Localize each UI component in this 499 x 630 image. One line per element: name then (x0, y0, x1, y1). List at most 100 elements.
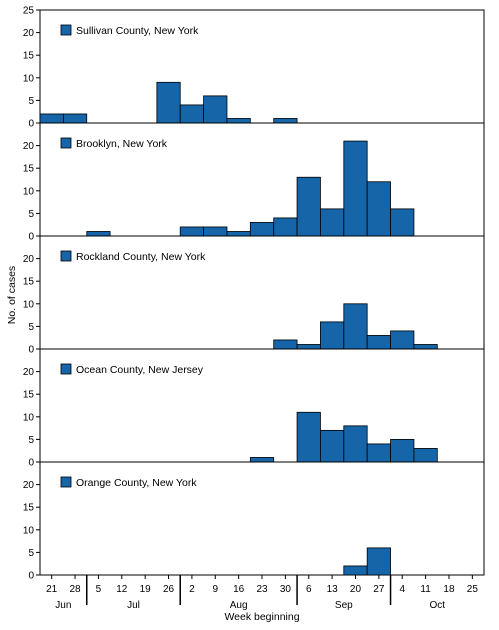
bar (273, 339, 298, 350)
bar (62, 113, 88, 124)
x-tick-label: 30 (280, 584, 292, 595)
y-tick-label: 15 (23, 503, 35, 514)
y-tick-label: 5 (28, 209, 34, 220)
bar (179, 226, 204, 237)
legend-swatch (60, 250, 72, 262)
bar (320, 429, 345, 463)
x-tick-label: 23 (256, 584, 268, 595)
y-tick-label: 20 (23, 480, 35, 491)
x-tick-label: 21 (46, 584, 58, 595)
x-tick-label: 28 (69, 584, 81, 595)
x-tick-label: 9 (212, 584, 218, 595)
bar (320, 208, 345, 237)
legend-swatch (60, 476, 72, 488)
bar (320, 321, 345, 350)
x-tick-label: 2 (189, 584, 195, 595)
legend-label: Ocean County, New Jersey (76, 364, 204, 376)
bar (296, 176, 321, 237)
y-tick-label: 20 (23, 141, 35, 152)
y-tick-label: 15 (23, 164, 35, 175)
y-tick-label: 0 (28, 119, 34, 130)
x-tick-label: 19 (140, 584, 152, 595)
legend-label: Sullivan County, New York (76, 25, 199, 37)
y-tick-label: 5 (28, 548, 34, 559)
y-tick-label: 5 (28, 435, 34, 446)
x-tick-label: 27 (373, 584, 385, 595)
y-tick-label: 15 (23, 277, 35, 288)
bar (296, 411, 321, 463)
x-tick-label: 25 (467, 584, 479, 595)
bar (343, 140, 368, 237)
month-label: Jul (127, 600, 140, 611)
y-tick-label: 25 (23, 6, 35, 17)
bar (366, 547, 391, 576)
bar (366, 181, 391, 237)
y-tick-label: 20 (23, 28, 35, 39)
panel-1: 0 5 10 15 20 25 Sullivan County, New York (23, 6, 485, 130)
legend-swatch (60, 137, 72, 149)
y-tick-label: 10 (23, 73, 35, 84)
panel-5: 0 5 10 15 20 Orange County, New York (23, 461, 485, 582)
y-tick-label: 20 (23, 254, 35, 265)
x-axis-label: Week beginning (224, 611, 299, 623)
x-tick-label: 16 (233, 584, 245, 595)
month-label: Aug (230, 600, 248, 611)
y-tick-label: 0 (28, 345, 34, 356)
bar (203, 95, 228, 124)
month-label: Sep (335, 600, 353, 611)
x-tick-label: 4 (399, 584, 405, 595)
bar (366, 443, 391, 463)
y-tick-label: 5 (28, 96, 34, 107)
legend-swatch (60, 24, 72, 36)
month-label: Jun (55, 600, 71, 611)
bar (179, 104, 204, 124)
bar (156, 81, 181, 124)
bar (249, 457, 275, 463)
x-tick-label: 12 (116, 584, 128, 595)
bar (343, 425, 368, 463)
x-tick-label: 11 (420, 584, 431, 595)
y-tick-label: 20 (23, 367, 35, 378)
x-tick-label: 26 (163, 584, 175, 595)
bar (343, 565, 368, 576)
y-axis-label: No. of cases (6, 266, 18, 324)
y-tick-label: 5 (28, 322, 34, 333)
bar (413, 448, 438, 463)
bar (390, 208, 415, 237)
y-tick-label: 0 (28, 571, 34, 582)
panel-3: 0 5 10 15 20 Rockland County, New York (23, 235, 485, 356)
bar (273, 118, 298, 124)
bar (413, 344, 438, 350)
month-label: Oct (430, 600, 446, 611)
y-tick-label: 0 (28, 232, 34, 243)
panel-2: 0 5 10 15 20 Brooklyn, New York (23, 122, 485, 243)
x-tick-label: 5 (96, 584, 102, 595)
bar (203, 226, 228, 237)
bar (226, 118, 251, 124)
legend-swatch (60, 363, 72, 375)
y-tick-label: 15 (23, 51, 35, 62)
bar (296, 344, 321, 350)
bar (390, 438, 415, 463)
y-tick-label: 10 (23, 412, 35, 423)
panel-4: 0 5 10 15 20 Ocean County, New Jersey (23, 348, 485, 469)
x-tick-label: 20 (350, 584, 362, 595)
legend-label: Rockland County, New York (76, 251, 206, 263)
y-tick-label: 10 (23, 525, 35, 536)
panels-group: 0 5 10 15 20 25 Sullivan County, New York 0 5 10 1… (23, 6, 485, 582)
x-axis: 21 28 5 12 19 26 2 9 16 23 30 6 13 20 27 4 11 18 25 Jun Jul A… (46, 575, 478, 611)
bar (86, 231, 111, 237)
y-tick-label: 15 (23, 390, 35, 401)
bar (273, 217, 298, 237)
x-tick-label: 13 (327, 584, 339, 595)
x-tick-label: 18 (443, 584, 455, 595)
bar (343, 303, 368, 350)
x-tick-label: 6 (306, 584, 312, 595)
legend-label: Brooklyn, New York (76, 138, 168, 150)
y-tick-label: 10 (23, 186, 35, 197)
y-tick-label: 0 (28, 458, 34, 469)
bar (226, 231, 251, 237)
bar (366, 335, 391, 350)
bar (249, 222, 275, 237)
